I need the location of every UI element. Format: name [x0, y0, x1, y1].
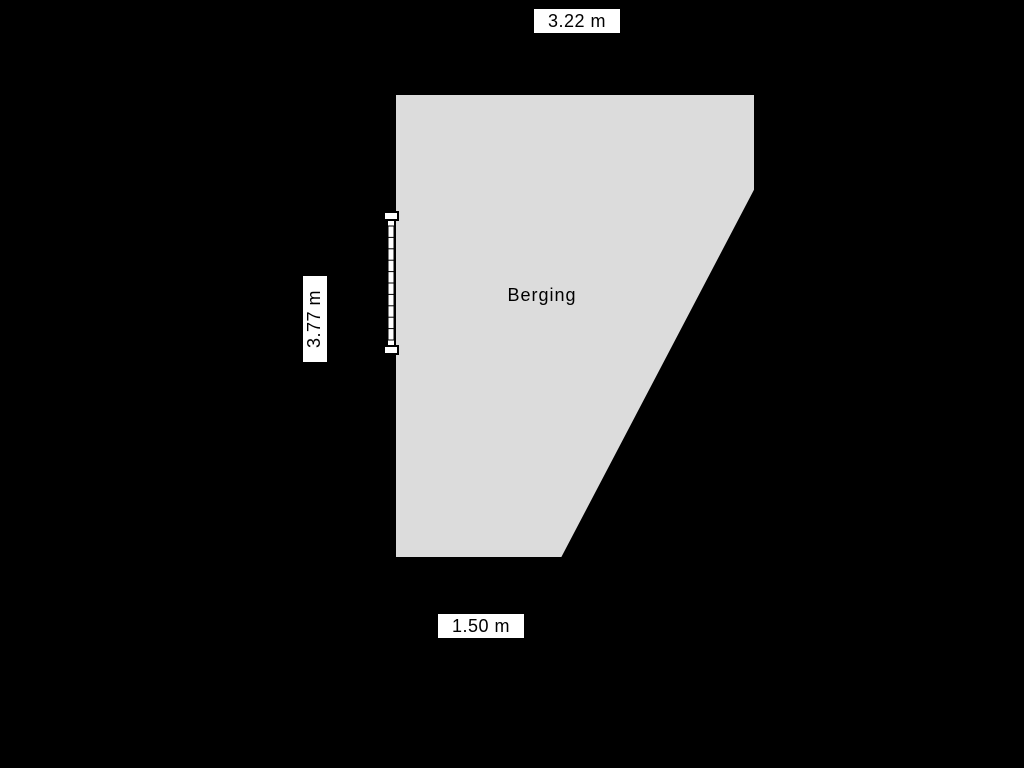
room-label: Berging	[507, 285, 576, 305]
dimension-left_height: 3.77 m	[303, 269, 327, 369]
dimension-label: 1.50 m	[452, 616, 510, 636]
dimension-bottom_width: 1.50 m	[430, 614, 531, 638]
room-shape	[395, 94, 755, 558]
dimension-top_width: 3.22 m	[527, 9, 627, 33]
floorplan-canvas: Berging 3.22 m 3.77 m 1.50 m	[0, 0, 1024, 768]
dimension-label: 3.22 m	[548, 11, 606, 31]
door-symbol	[384, 212, 398, 354]
dimension-label: 3.77 m	[304, 290, 324, 348]
